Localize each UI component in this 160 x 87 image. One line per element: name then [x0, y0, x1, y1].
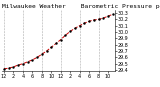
Text: Milwaukee Weather    Barometric Pressure per Hour (Last 24 Hours): Milwaukee Weather Barometric Pressure pe… — [2, 4, 160, 9]
